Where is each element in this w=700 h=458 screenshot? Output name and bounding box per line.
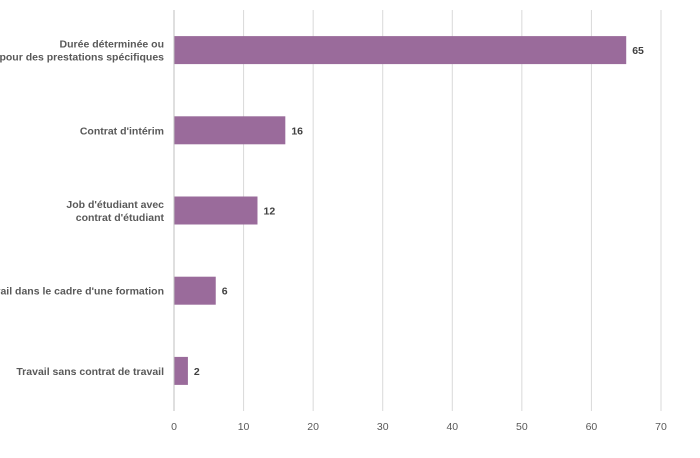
x-tick-label: 40: [446, 421, 458, 433]
labels: 0 10 20 30 40 50 60 70 65 Durée déterminée oupour…: [0, 39, 667, 433]
category-label: Durée déterminée ou: [60, 39, 164, 51]
x-tick-label: 70: [655, 421, 667, 433]
gridlines: [243, 10, 662, 411]
x-tick-label: 50: [516, 421, 528, 433]
data-label: 2: [194, 366, 200, 378]
x-tick-label: 0: [171, 421, 177, 433]
data-label: 12: [263, 206, 275, 218]
bar: [174, 116, 286, 145]
data-label: 16: [291, 125, 303, 137]
category-label: Job d'étudiant avec: [66, 199, 164, 211]
bar: [174, 36, 627, 65]
category-label: contrat d'étudiant: [76, 212, 165, 224]
category-label: Contrat d'intérim: [80, 125, 164, 137]
x-tick-label: 10: [238, 421, 250, 433]
x-tick-label: 30: [377, 421, 389, 433]
bar: [174, 276, 216, 305]
category-label: Travail sans contrat de travail: [16, 366, 164, 378]
bars: [174, 36, 627, 385]
x-tick-label: 20: [307, 421, 319, 433]
bar: [174, 356, 188, 385]
category-label: pour des prestations spécifiques: [0, 52, 164, 64]
category-label: Travail dans le cadre d'une formation: [0, 286, 164, 298]
x-tick-label: 60: [586, 421, 598, 433]
data-label: 65: [632, 45, 644, 57]
data-label: 6: [222, 286, 228, 298]
bar: [174, 196, 258, 225]
